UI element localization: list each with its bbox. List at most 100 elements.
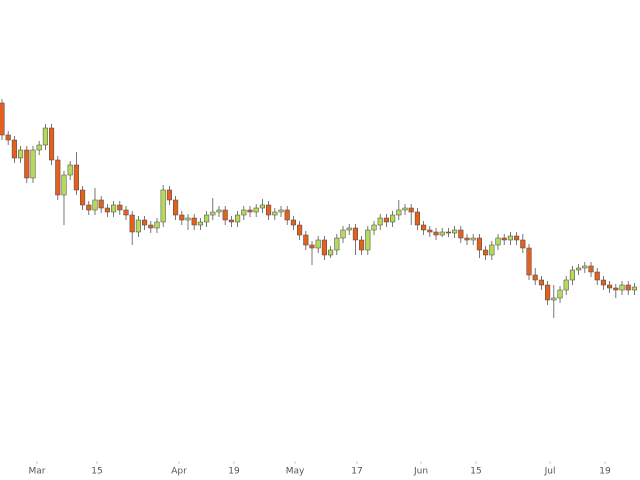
candle-body xyxy=(464,237,470,241)
candle-body xyxy=(297,224,303,236)
candle-body xyxy=(191,217,197,226)
x-tick-label: 15 xyxy=(470,467,481,477)
candle-body xyxy=(495,237,501,246)
candle-body xyxy=(600,279,606,286)
candle-body xyxy=(42,127,48,146)
candle-body xyxy=(371,224,377,231)
candle-body xyxy=(92,199,98,211)
candle-body xyxy=(526,247,532,276)
candle-body xyxy=(197,221,203,226)
candle-body xyxy=(49,127,55,161)
candle-body xyxy=(470,237,476,241)
candle-body xyxy=(61,174,67,196)
candle-body xyxy=(30,149,36,179)
x-tick-label: Jun xyxy=(413,467,428,477)
x-tick-label: Mar xyxy=(29,467,46,477)
candle-body xyxy=(222,209,228,221)
candle-body xyxy=(359,239,365,251)
candle-body xyxy=(185,217,191,221)
candle-body xyxy=(11,139,17,159)
candle-body xyxy=(588,265,594,273)
candle-body xyxy=(501,237,507,241)
candle-body xyxy=(520,239,526,249)
candle-body xyxy=(377,217,383,226)
candle-body xyxy=(551,297,557,301)
candle-body xyxy=(55,159,61,196)
candle-body xyxy=(129,214,135,233)
candle-body xyxy=(98,199,104,209)
candle-body xyxy=(111,204,117,213)
candle-body xyxy=(160,189,166,223)
x-tick-label: Jul xyxy=(544,467,556,477)
candle-body xyxy=(86,204,92,211)
candle-body xyxy=(402,207,408,211)
x-tick-label: Apr xyxy=(171,467,187,477)
candle-body xyxy=(625,284,631,291)
candle-body xyxy=(433,231,439,236)
candle-body xyxy=(445,231,451,234)
candle-body xyxy=(569,269,575,281)
candle-body xyxy=(290,219,296,226)
candle-body xyxy=(228,219,234,223)
x-tick-label: 17 xyxy=(351,467,362,477)
candle-body xyxy=(216,209,222,213)
candle-body xyxy=(148,224,154,229)
x-tick-label: May xyxy=(286,467,305,477)
candle-body xyxy=(272,211,278,216)
x-tick-label: 15 xyxy=(91,467,102,477)
candle-body xyxy=(104,207,110,213)
candle-body xyxy=(24,149,30,179)
candle-body xyxy=(563,279,569,291)
candle-body xyxy=(328,249,334,256)
candle-body xyxy=(36,144,42,151)
candle-body xyxy=(266,204,272,216)
candle-body xyxy=(631,286,637,291)
candle-body xyxy=(247,209,253,213)
candle-body xyxy=(538,279,544,286)
candle-body xyxy=(235,214,241,223)
candle-body xyxy=(142,219,148,226)
candle-body xyxy=(352,227,358,241)
candle-body xyxy=(489,244,495,256)
candle-body xyxy=(514,235,520,241)
candle-body xyxy=(346,227,352,231)
candle-body xyxy=(154,221,160,229)
candle-body xyxy=(476,237,482,251)
candle-body xyxy=(396,209,402,216)
candle-body xyxy=(309,244,315,249)
candle-body xyxy=(18,149,24,159)
candle-body xyxy=(458,229,464,239)
candle-body xyxy=(117,204,123,211)
candle-body xyxy=(0,102,5,136)
candle-body xyxy=(253,207,259,213)
candle-body xyxy=(340,229,346,239)
candle-body xyxy=(173,199,179,216)
candle-body xyxy=(67,164,73,176)
candle-body xyxy=(414,211,420,226)
candle-body xyxy=(607,284,613,289)
candle-body xyxy=(452,229,458,234)
candle-body xyxy=(166,189,172,201)
candle-body xyxy=(135,219,141,233)
candle-body xyxy=(582,265,588,269)
candle-body xyxy=(545,284,551,301)
candle-body xyxy=(439,231,445,236)
candle-body xyxy=(421,224,427,231)
candle-body xyxy=(383,217,389,223)
candle-body xyxy=(507,235,513,241)
candle-body xyxy=(315,239,321,249)
candle-body xyxy=(334,237,340,251)
x-tick-label: 19 xyxy=(599,467,611,477)
candle-body xyxy=(557,289,563,299)
candle-body xyxy=(278,209,284,213)
candle-body xyxy=(619,284,625,291)
candle-body xyxy=(303,234,309,246)
candle-body xyxy=(613,287,619,291)
candle-body xyxy=(123,209,129,216)
candle-body xyxy=(210,211,216,216)
candle-body xyxy=(80,189,86,206)
candle-body xyxy=(5,134,11,141)
candle-body xyxy=(204,214,210,223)
x-tick-label: 19 xyxy=(228,467,240,477)
